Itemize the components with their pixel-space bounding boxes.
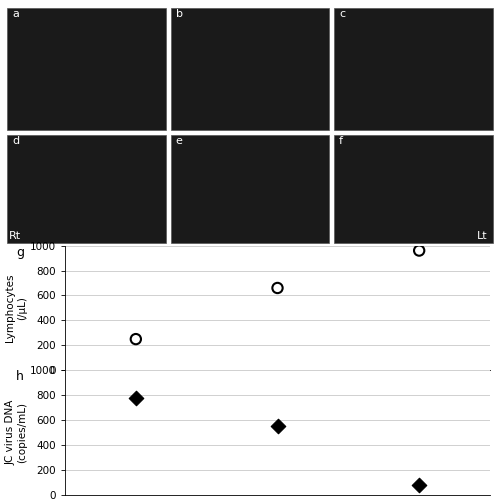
Text: Lt: Lt bbox=[477, 231, 488, 241]
Point bbox=[132, 394, 140, 402]
Bar bbox=[8, 135, 166, 244]
Bar bbox=[171, 135, 329, 244]
Text: c: c bbox=[339, 9, 345, 19]
Point bbox=[274, 284, 281, 292]
Text: h: h bbox=[16, 370, 24, 384]
Text: Rt: Rt bbox=[8, 231, 20, 241]
Text: f: f bbox=[339, 136, 343, 146]
Text: b: b bbox=[176, 9, 182, 19]
Point bbox=[132, 335, 140, 343]
Point bbox=[274, 422, 281, 430]
Text: g: g bbox=[16, 246, 24, 258]
Bar bbox=[171, 8, 329, 130]
Text: d: d bbox=[12, 136, 20, 146]
Text: e: e bbox=[176, 136, 182, 146]
Bar bbox=[334, 8, 492, 130]
Y-axis label: Lymphocytes
(/μL): Lymphocytes (/μL) bbox=[6, 274, 27, 342]
Bar bbox=[8, 8, 166, 130]
Y-axis label: JC virus DNA
(copies/mL): JC virus DNA (copies/mL) bbox=[6, 400, 27, 466]
Point bbox=[415, 481, 423, 489]
Text: a: a bbox=[12, 9, 19, 19]
Bar bbox=[334, 135, 492, 244]
Point bbox=[415, 246, 423, 254]
